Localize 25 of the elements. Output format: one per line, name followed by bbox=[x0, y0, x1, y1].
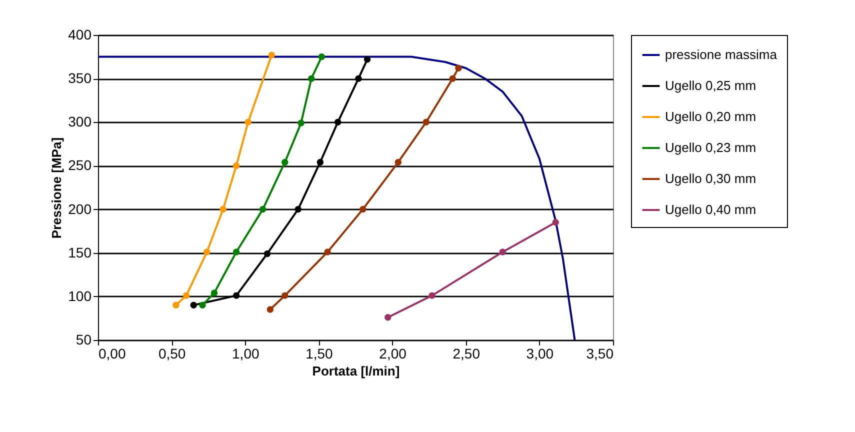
y-tick-label: 100 bbox=[68, 288, 92, 304]
legend-label: Ugello 0,30 mm bbox=[665, 171, 756, 186]
y-tick-label: 50 bbox=[76, 332, 92, 348]
x-tick-label: 2,00 bbox=[379, 346, 407, 362]
legend-label: Ugello 0,20 mm bbox=[665, 109, 756, 124]
x-tick-label: 3,00 bbox=[526, 346, 554, 362]
y-tick-label: 200 bbox=[68, 200, 92, 217]
y-axis-title: Pressione [MPa] bbox=[49, 137, 64, 239]
legend-label: Ugello 0,40 mm bbox=[665, 202, 756, 217]
y-tick-label: 150 bbox=[68, 244, 92, 260]
y-tick-label: 250 bbox=[68, 157, 92, 174]
legend-label: Ugello 0,25 mm bbox=[665, 78, 756, 93]
x-tick-label: 1,00 bbox=[232, 346, 260, 362]
y-tick-label: 300 bbox=[68, 114, 92, 130]
line-series bbox=[98, 56, 576, 340]
y-tick-label: 350 bbox=[68, 70, 92, 86]
legend-label: Ugello 0,23 mm bbox=[665, 140, 756, 155]
x-tick-label: 0,50 bbox=[158, 346, 186, 362]
x-axis-title: Portata [l/min] bbox=[312, 364, 400, 378]
legend-label: pressione massima bbox=[665, 47, 778, 62]
x-tick-label: 2,50 bbox=[452, 346, 480, 362]
y-tick-label: 400 bbox=[68, 26, 92, 42]
x-tick-label: 0,00 bbox=[98, 346, 126, 362]
x-tick-label: 3,50 bbox=[586, 346, 614, 362]
x-tick-label: 1,50 bbox=[306, 346, 334, 362]
